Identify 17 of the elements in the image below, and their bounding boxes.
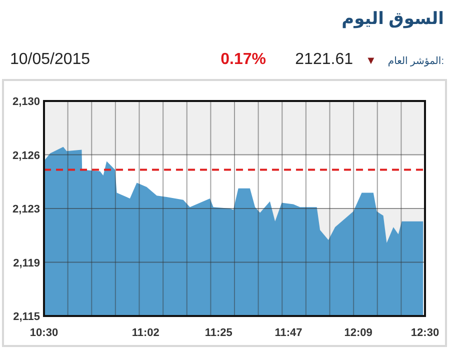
y-tick-label: 2,126: [12, 150, 40, 162]
y-tick-label: 2,130: [12, 96, 40, 108]
text: المؤشر العام:: [388, 56, 444, 67]
text: 2121.61: [295, 51, 354, 68]
x-tick-label: 12:09: [344, 327, 372, 339]
text: ▼: [366, 55, 376, 67]
y-tick-label: 2,119: [13, 257, 40, 270]
x-tick-label: 10:30: [30, 327, 58, 339]
chart-title: السوق اليوم: [342, 9, 444, 29]
y-tick-label: 2,123: [12, 204, 40, 216]
x-tick-label: 11:47: [274, 327, 302, 339]
x-tick-label: 11:02: [132, 327, 160, 339]
text: 10/05/2015: [10, 51, 90, 68]
y-tick-label: 2,115: [13, 311, 40, 323]
x-tick-label: 11:25: [204, 327, 232, 339]
text: 0.17%: [220, 51, 266, 68]
x-tick-label: 12:30: [410, 327, 440, 339]
